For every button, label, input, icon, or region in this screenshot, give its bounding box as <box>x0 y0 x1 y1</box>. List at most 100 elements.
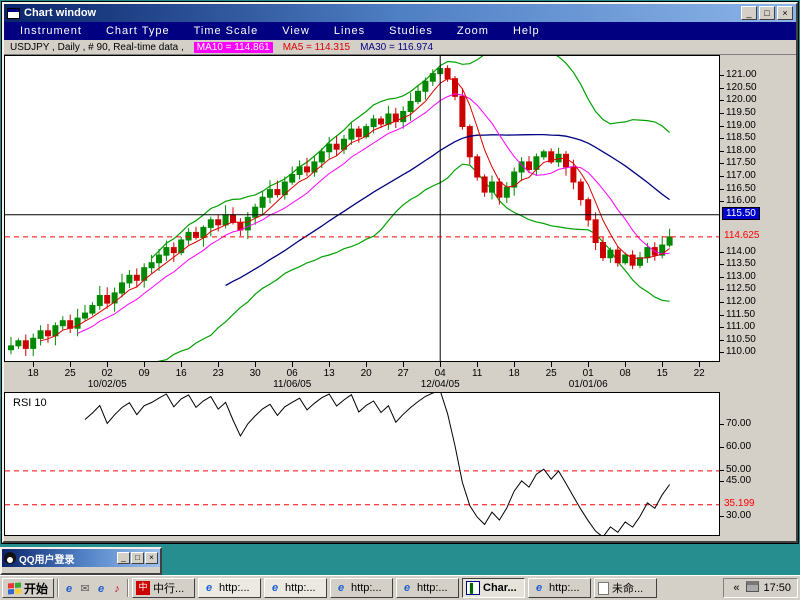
time-tick-label: 15 <box>656 368 668 379</box>
menu-item-chart-type[interactable]: Chart Type <box>105 25 170 37</box>
time-tick-mark <box>70 362 72 367</box>
quick-launch-button[interactable]: e <box>62 579 76 597</box>
taskbar-button[interactable]: 中中行... <box>132 578 196 598</box>
time-tick-label: 25 <box>64 368 76 379</box>
rsi-title: RSI 10 <box>13 397 47 409</box>
price-tick-mark <box>720 276 724 278</box>
menu-item-instrument[interactable]: Instrument <box>20 25 82 37</box>
printer-icon <box>746 581 760 592</box>
maximize-button[interactable]: □ <box>759 6 775 20</box>
menu-item-time-scale[interactable]: Time Scale <box>193 25 259 37</box>
time-tick-mark <box>477 362 479 367</box>
media-player-icon: ♪ <box>114 583 120 595</box>
rsi-tick-label: 60.00 <box>726 440 752 452</box>
time-tick-label: 13 <box>323 368 335 379</box>
menu-item-help[interactable]: Help <box>512 25 540 37</box>
price-tick-mark <box>720 264 724 266</box>
price-tick-label: 114.00 <box>726 245 756 257</box>
price-tick-label: 121.00 <box>726 69 757 81</box>
taskbar-button-label: http:... <box>351 582 382 594</box>
rsi-chart[interactable]: RSI 10 <box>4 392 720 536</box>
time-tick-mark <box>144 362 146 367</box>
taskbar-button[interactable]: 未命... <box>594 578 658 598</box>
rsi-tick-mark <box>720 424 724 426</box>
menu-item-view[interactable]: View <box>282 25 310 37</box>
taskbar-button[interactable]: e http:... <box>528 578 592 598</box>
mail-icon: ✉ <box>80 583 90 595</box>
time-tick-mark <box>662 362 664 367</box>
time-tick-label: 25 <box>545 368 557 379</box>
time-tick-mark <box>551 362 553 367</box>
qq-window-title: QQ用户登录 <box>19 554 75 566</box>
price-tick-mark <box>720 150 724 152</box>
qq-minimize-button[interactable]: _ <box>117 552 130 564</box>
quick-launch-button[interactable]: ✉ <box>78 579 92 597</box>
rsi-tick-label: 70.00 <box>726 418 752 430</box>
ie-icon: e <box>65 583 73 595</box>
title-bar[interactable]: Chart window _ □ × <box>4 4 796 22</box>
taskbar-button-label: 中行... <box>153 583 185 595</box>
ma5-legend: MA5 = 114.315 <box>282 41 351 53</box>
minimize-button[interactable]: _ <box>741 6 757 20</box>
quick-launch-bar: e ✉ e ♪ <box>62 579 124 597</box>
close-button[interactable]: × <box>777 6 793 20</box>
start-button[interactable]: 开始 <box>2 578 55 598</box>
qq-close-button[interactable]: × <box>145 552 158 564</box>
start-label: 开始 <box>24 581 49 596</box>
time-tick-label: 20 <box>360 368 372 379</box>
price-tick-label: 113.50 <box>726 258 756 270</box>
taskbar-button-label: http:... <box>549 582 580 594</box>
price-tick-label: 116.00 <box>726 195 756 207</box>
price-tick-label: 119.00 <box>726 119 756 131</box>
taskbar-button[interactable]: e http:... <box>198 578 262 598</box>
candlestick-chart[interactable] <box>4 55 720 362</box>
system-tray: « 17:50 <box>723 578 798 598</box>
quick-launch-button[interactable]: e <box>94 579 108 597</box>
taskbar-button[interactable]: ▌ Char... <box>462 578 526 598</box>
taskbar-button[interactable]: e http:... <box>330 578 394 598</box>
time-tick-mark <box>588 362 590 367</box>
rsi-svg <box>5 393 719 535</box>
time-tick-label: 09 <box>138 368 150 379</box>
qq-maximize-button[interactable]: □ <box>131 552 144 564</box>
qq-title-bar[interactable]: QQ用户登录 _ □ × <box>2 549 160 567</box>
time-tick-mark <box>218 362 220 367</box>
windows-logo-icon <box>8 582 21 594</box>
time-axis: 18 25 02 10/02/05 09 16 23 30 06 11/06/05 13 20 27 04… <box>4 362 720 392</box>
chart-window: Chart window _ □ × Instrument Chart Type T… <box>2 2 798 543</box>
menu-bar: Instrument Chart Type Time Scale View Lines S… <box>4 22 796 40</box>
qq-login-window: QQ用户登录 _ □ × <box>0 547 162 575</box>
price-tick-label: 120.00 <box>726 94 757 106</box>
tray-chevron-icon[interactable]: « <box>733 582 740 594</box>
rsi-tick-mark <box>720 469 724 471</box>
tray-icon[interactable] <box>746 581 760 595</box>
chart-icon: ▌ <box>466 581 481 595</box>
taskbar-button-label: http:... <box>219 582 250 594</box>
menu-item-zoom[interactable]: Zoom <box>456 25 489 37</box>
taskbar-button[interactable]: e http:... <box>264 578 328 598</box>
taskbar-separator <box>127 579 130 597</box>
menu-item-studies[interactable]: Studies <box>389 25 433 37</box>
time-tick-mark <box>255 362 257 367</box>
quick-launch-button[interactable]: ♪ <box>110 579 124 597</box>
price-tick-label: 118.50 <box>726 132 756 144</box>
rsi-axis: 70.00 60.00 50.00 45.00 30.00 35.199 <box>720 392 794 536</box>
time-tick-label: 02 <box>101 368 113 379</box>
time-tick-label: 27 <box>397 368 409 379</box>
time-tick-label: 06 <box>286 368 298 379</box>
time-tick-label: 08 <box>619 368 631 379</box>
rsi-tick-label: 30.00 <box>726 509 752 521</box>
ie-icon: e <box>535 582 543 594</box>
menu-item-lines[interactable]: Lines <box>333 25 366 37</box>
price-tick-mark <box>720 188 724 190</box>
time-tick-label: 16 <box>175 368 187 379</box>
crosshair-price-badge: 115.50 <box>722 206 760 220</box>
price-tick-label: 120.50 <box>726 81 757 93</box>
time-tick-mark <box>514 362 516 367</box>
price-tick-mark <box>720 314 724 316</box>
ie-icon: e <box>97 583 105 595</box>
price-tick-label: 118.00 <box>726 144 756 156</box>
taskbar-button[interactable]: e http:... <box>396 578 460 598</box>
ie-icon: e <box>205 582 213 594</box>
time-tick-label: 18 <box>508 368 520 379</box>
